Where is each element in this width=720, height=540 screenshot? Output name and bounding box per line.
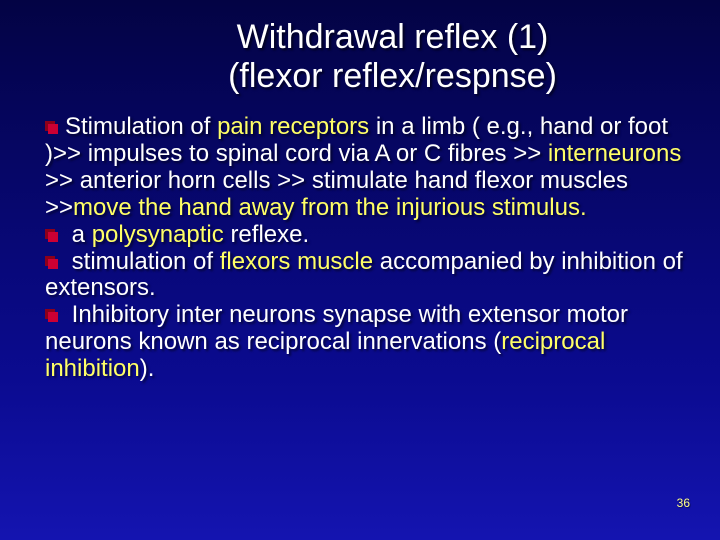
b2-t1: a [65, 221, 92, 248]
page-number: 36 [677, 496, 690, 510]
bullet-icon [45, 229, 59, 243]
bullet-4: Inhibitory inter neurons synapse with ex… [45, 302, 690, 383]
bullet-icon [45, 309, 59, 323]
slide: Withdrawal reflex (1) (flexor reflex/res… [0, 0, 720, 540]
b1-h3: move the hand away from the injurious st… [73, 194, 587, 221]
b1-h1: pain receptors [217, 113, 376, 140]
b2-t2: reflexe. [230, 221, 309, 248]
slide-body: Stimulation of pain receptors in a limb … [45, 114, 690, 383]
slide-title: Withdrawal reflex (1) (flexor reflex/res… [45, 18, 690, 96]
b4-t2: ). [140, 355, 155, 382]
b3-t1: stimulation of [65, 248, 220, 275]
b2-h1: polysynaptic [92, 221, 231, 248]
title-line-2: (flexor reflex/respnse) [228, 57, 557, 95]
b3-h1: flexors muscle [220, 248, 380, 275]
bullet-3: stimulation of flexors muscle accompanie… [45, 249, 690, 303]
bullet-2: a polysynaptic reflexe. [45, 222, 690, 249]
b1-t1: Stimulation of [65, 113, 217, 140]
bullet-icon [45, 121, 59, 135]
bullet-icon [45, 256, 59, 270]
title-line-1: Withdrawal reflex (1) [237, 18, 549, 56]
bullet-1: Stimulation of pain receptors in a limb … [45, 114, 690, 222]
b1-h2: interneurons [548, 140, 681, 167]
